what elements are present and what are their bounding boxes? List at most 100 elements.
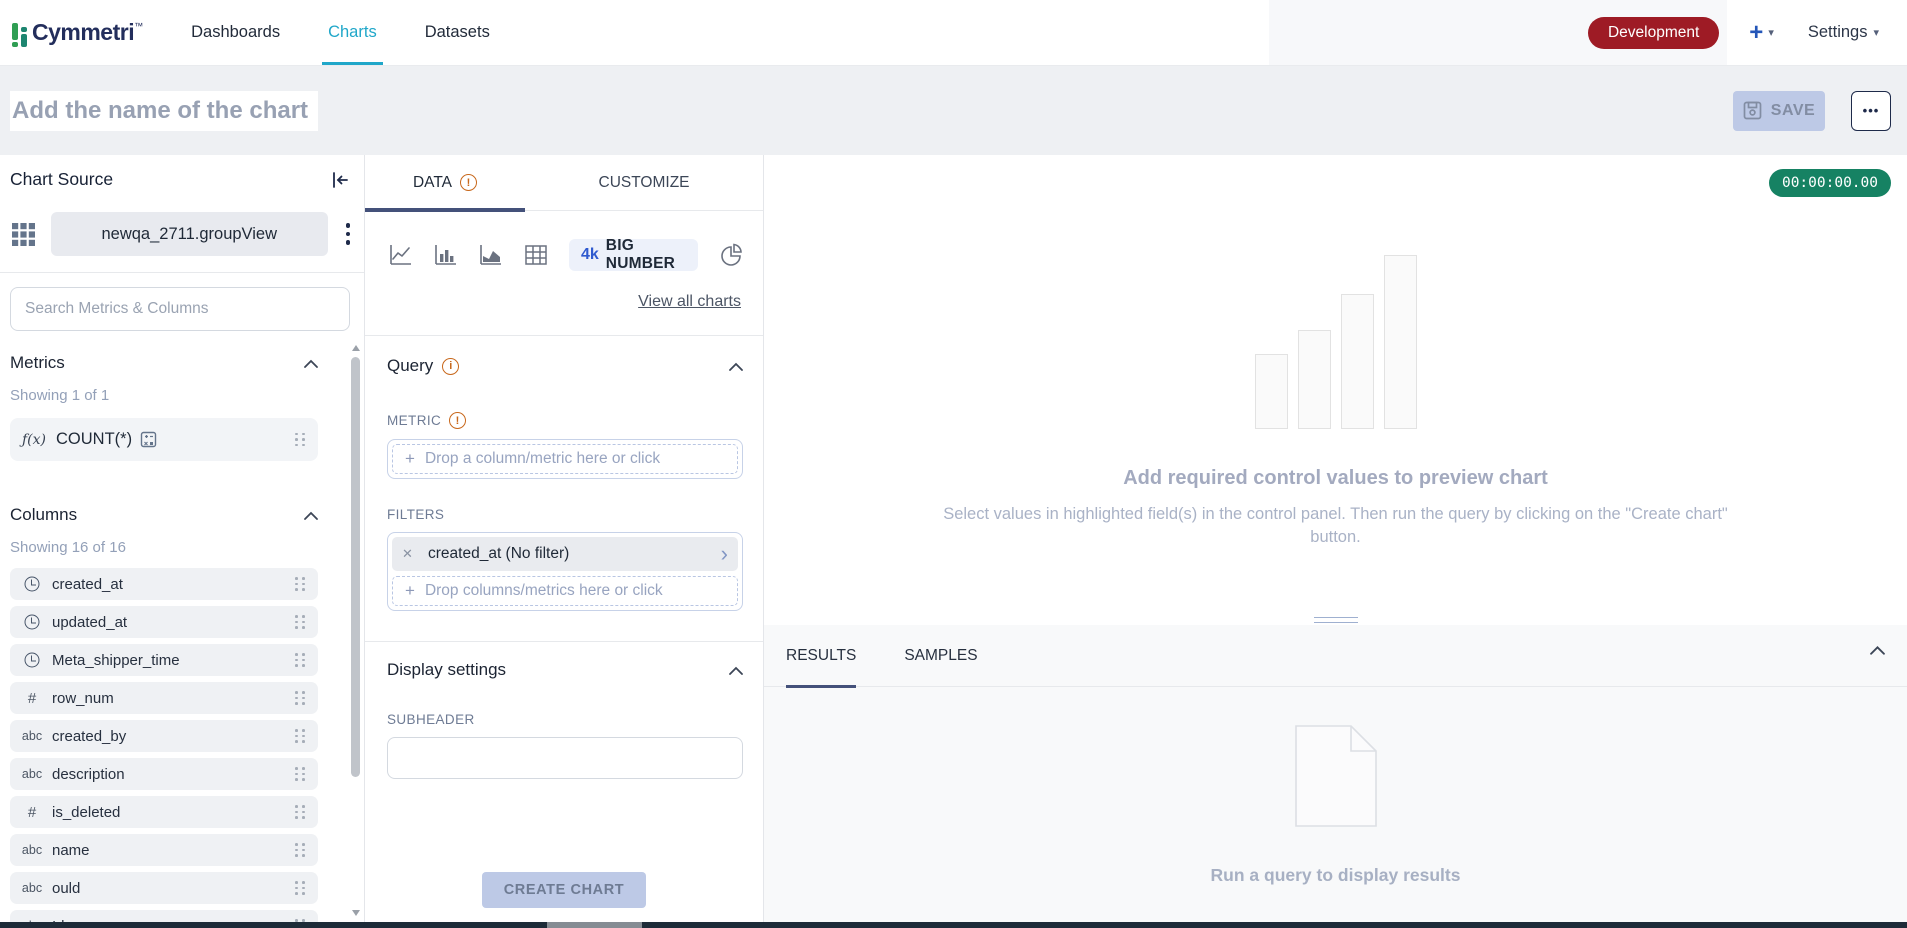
drag-handle-icon[interactable] xyxy=(295,843,306,857)
create-chart-button[interactable]: CREATE CHART xyxy=(481,872,647,908)
filters-drop-text: Drop columns/metrics here or click xyxy=(424,582,663,599)
control-panel: DATA ! CUSTOMIZE xyxy=(365,155,764,922)
settings-menu-button[interactable]: Settings ▾ xyxy=(1808,23,1879,42)
metric-drop-zone[interactable]: + Drop a column/metric here or click xyxy=(387,439,743,479)
column-item[interactable]: created_at xyxy=(10,568,318,600)
drag-handle-icon[interactable] xyxy=(295,767,306,781)
bar-chart-icon[interactable] xyxy=(434,244,458,266)
filters-drop-zone[interactable]: ✕ created_at (No filter) › + Drop column… xyxy=(387,532,743,611)
viz-type-big-number[interactable]: 4k BIG NUMBER xyxy=(569,237,698,272)
chart-title-bar: Add the name of the chart SAVE ••• xyxy=(0,66,1907,155)
panel-resize-handle[interactable] xyxy=(1313,613,1358,627)
view-all-charts-link[interactable]: View all charts xyxy=(638,293,741,310)
results-panel: RESULTS SAMPLES Run a query to display r… xyxy=(764,625,1907,922)
drag-handle-icon[interactable] xyxy=(295,805,306,819)
warning-icon: ! xyxy=(460,174,478,191)
scroll-down-icon[interactable] xyxy=(352,910,360,916)
new-item-button[interactable]: + ▾ xyxy=(1749,20,1774,45)
drag-handle-icon[interactable] xyxy=(295,577,306,591)
tab-samples[interactable]: SAMPLES xyxy=(904,646,978,664)
query-timer: 00:00:00.00 xyxy=(1768,169,1891,197)
header-right: Development + ▾ Settings ▾ xyxy=(1269,0,1907,65)
metric-label: COUNT(*) xyxy=(56,430,133,448)
column-item[interactable]: updated_at xyxy=(10,606,318,638)
control-tabs: DATA ! CUSTOMIZE xyxy=(365,155,763,212)
tab-data-label: DATA xyxy=(412,173,453,191)
filter-chip[interactable]: ✕ created_at (No filter) › xyxy=(392,537,738,571)
subheader-input[interactable] xyxy=(387,737,743,779)
scrollbar-thumb[interactable] xyxy=(351,357,360,777)
document-icon xyxy=(1294,725,1377,832)
save-button[interactable]: SAVE xyxy=(1733,90,1825,131)
drag-handle-icon[interactable] xyxy=(295,691,306,705)
chart-source-panel: Chart Source newqa_2711.groupView xyxy=(0,155,365,928)
column-item[interactable]: row_num xyxy=(10,682,318,714)
column-label: ould xyxy=(52,879,81,897)
tab-customize[interactable]: CUSTOMIZE xyxy=(525,155,763,210)
drag-handle-icon[interactable] xyxy=(295,615,306,629)
title-actions: SAVE ••• xyxy=(1733,90,1891,131)
metrics-collapse-button[interactable] xyxy=(304,359,318,368)
nav-item-datasets[interactable]: Datasets xyxy=(424,23,490,41)
column-type-icon xyxy=(18,878,46,898)
metric-field-label: METRIC xyxy=(387,413,442,428)
nav-item-charts[interactable]: Charts xyxy=(322,0,383,65)
brand-logo[interactable]: Cymmetri ™ xyxy=(12,19,143,47)
column-label: updated_at xyxy=(52,613,128,631)
column-type-icon xyxy=(18,650,46,670)
line-chart-icon[interactable] xyxy=(389,244,413,266)
remove-filter-icon[interactable]: ✕ xyxy=(402,546,413,561)
columns-list: created_at updated_at Meta_shipper_time xyxy=(10,568,318,928)
column-item[interactable]: Meta_shipper_time xyxy=(10,644,318,676)
scrollbar-thumb[interactable] xyxy=(547,922,642,928)
results-collapse-button[interactable] xyxy=(1870,645,1885,655)
scroll-up-icon[interactable] xyxy=(352,345,360,351)
table-icon[interactable] xyxy=(524,244,548,266)
metric-item[interactable]: ƒ(x) COUNT(*) xyxy=(10,418,318,461)
area-chart-icon[interactable] xyxy=(479,244,503,266)
header-quick-actions: + ▾ Settings ▾ xyxy=(1727,0,1907,65)
pie-chart-icon[interactable] xyxy=(719,243,743,267)
drag-handle-icon[interactable] xyxy=(295,653,306,667)
chevron-right-icon[interactable]: › xyxy=(720,541,728,566)
drag-handle-icon[interactable] xyxy=(295,881,306,895)
column-item[interactable]: description xyxy=(10,758,318,790)
dataset-selector[interactable]: newqa_2711.groupView xyxy=(51,212,328,256)
display-settings-collapse-button[interactable] xyxy=(729,666,743,675)
left-panel-scrollbar[interactable] xyxy=(350,343,362,918)
column-type-icon xyxy=(18,612,46,632)
chevron-up-icon xyxy=(729,666,743,675)
columns-collapse-button[interactable] xyxy=(304,511,318,520)
dataset-options-icon[interactable] xyxy=(342,219,355,249)
filters-field-label: FILTERS xyxy=(387,507,445,522)
query-collapse-button[interactable] xyxy=(729,362,743,371)
query-section: Query i METRIC ! + Drop a column/metric … xyxy=(365,336,763,611)
drag-handle-icon[interactable] xyxy=(295,432,306,447)
bottom-scrollbar[interactable] xyxy=(0,922,1907,928)
drag-handle-icon[interactable] xyxy=(295,729,306,743)
tab-results[interactable]: RESULTS xyxy=(786,625,857,688)
nav-item-dashboards[interactable]: Dashboards xyxy=(191,23,281,41)
chart-name-input[interactable]: Add the name of the chart xyxy=(10,90,319,131)
tab-data[interactable]: DATA ! xyxy=(365,155,525,212)
ellipsis-icon: ••• xyxy=(1862,103,1880,118)
column-item[interactable]: is_deleted xyxy=(10,796,318,828)
environment-badge: Development xyxy=(1587,16,1720,49)
brand-name: Cymmetri xyxy=(32,18,135,45)
column-type-icon xyxy=(18,840,46,860)
column-type-icon xyxy=(18,688,46,708)
column-label: name xyxy=(52,841,90,859)
column-item[interactable]: created_by xyxy=(10,720,318,752)
collapse-panel-button[interactable] xyxy=(330,170,350,190)
column-item[interactable]: ould xyxy=(10,872,318,904)
column-item[interactable]: name xyxy=(10,834,318,866)
big-number-badge: 4k xyxy=(581,246,599,263)
chevron-up-icon xyxy=(304,359,318,368)
subheader-field-label: SUBHEADER xyxy=(387,712,475,727)
calculator-icon xyxy=(140,431,157,448)
search-metrics-columns-input[interactable] xyxy=(10,287,350,331)
viz-type-picker: 4k BIG NUMBER xyxy=(365,211,763,272)
environment-zone: Development xyxy=(1269,0,1728,65)
more-options-button[interactable]: ••• xyxy=(1851,90,1891,131)
